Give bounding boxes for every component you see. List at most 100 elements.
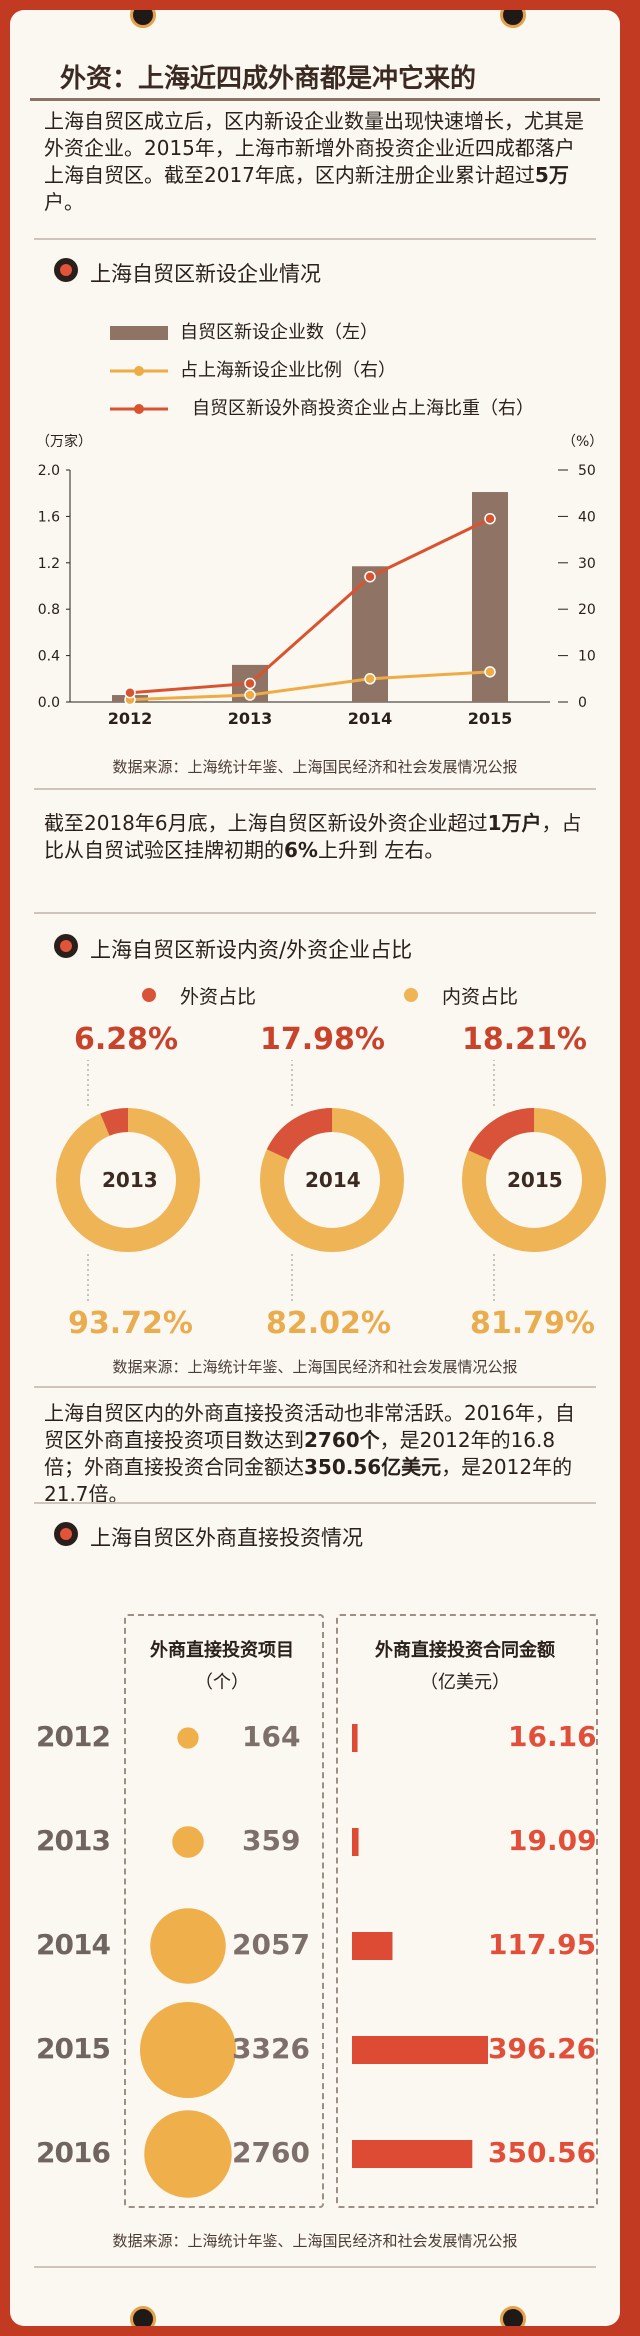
para3-b: 2760个 <box>304 1428 380 1452</box>
projects-value-2013: 359 <box>242 1824 301 1857</box>
binder-ring-top-right <box>500 10 526 28</box>
legend-swatch-bar <box>110 326 168 340</box>
divider <box>34 788 596 790</box>
para2-text: 截至2018年6月底，上海自贸区新设外资企业超过 <box>44 811 488 835</box>
intro-tail: 户。 <box>44 190 84 214</box>
pie-label-domestic-2015: 81.79% <box>470 1306 595 1341</box>
bullet-icon <box>54 934 78 958</box>
para2-tail: 上升到 左右。 <box>317 838 445 862</box>
legend-item-bar: 自贸区新设企业数（左） <box>110 318 378 344</box>
infographic-card: 外资：上海近四成外商都是冲它来的 上海自贸区成立后，区内新设企业数量出现快速增长… <box>10 10 620 2326</box>
line-point-2-2014 <box>364 570 376 583</box>
donut-foreign-2013 <box>56 1108 200 1252</box>
binder-ring-top-left <box>130 10 156 28</box>
source-note: 数据来源：上海统计年鉴、上海国民经济和社会发展情况公报 <box>112 2232 518 2250</box>
divider <box>34 238 596 240</box>
amount-bar-2015 <box>352 2036 488 2064</box>
divider <box>34 1502 596 1504</box>
amount-value-2014: 117.95 <box>488 1928 597 1961</box>
right-tick-label: 0 <box>578 695 587 711</box>
projects-value-2015: 3326 <box>232 2032 310 2065</box>
pie-label-domestic-2013: 93.72% <box>68 1306 193 1341</box>
row-year-2016: 2016 <box>36 2136 111 2169</box>
legend-item-line2: 自贸区新设外商投资企业占上海比重（右） <box>110 394 534 420</box>
para2-bold1: 1万户 <box>487 811 542 835</box>
amount-column <box>336 1614 598 2208</box>
binder-ring-bottom-left <box>130 2306 156 2326</box>
line-point-1-2015 <box>484 666 496 678</box>
line-point-1-2013 <box>244 689 256 701</box>
legend-dot-domestic <box>404 988 418 1002</box>
amount-bar-2012 <box>352 1724 358 1752</box>
projects-bubble-2015 <box>140 2002 236 2098</box>
amount-bar-2016 <box>352 2140 473 2168</box>
projects-column <box>124 1614 324 2208</box>
pie-label-foreign-2014: 17.98% <box>260 1022 385 1057</box>
line-point-2-2012 <box>124 686 136 699</box>
fdi-chart <box>140 1724 488 2198</box>
amount-header: 外商直接投资合同金额 <box>375 1640 555 1661</box>
amount-value-2015: 396.26 <box>488 2032 597 2065</box>
x-tick-label: 2015 <box>468 709 513 728</box>
x-tick-label: 2014 <box>348 709 393 728</box>
donut-year-2014: 2014 <box>305 1168 361 1192</box>
legend-label-foreign: 外资占比 <box>180 986 257 1008</box>
row-year-2014: 2014 <box>36 1928 111 1961</box>
intro-bold: 5万 <box>534 163 569 187</box>
section-title: 上海自贸区外商直接投资情况 <box>90 1526 363 1550</box>
projects-bubble-2013 <box>172 1826 204 1858</box>
para3-a: 上海自贸区内的外商直接投资活动也非常活跃。2016年，自贸区外商直接投资项目数达… <box>44 1401 575 1452</box>
legend-label-domestic: 内资占比 <box>442 986 519 1008</box>
projects-value-2012: 164 <box>242 1720 301 1753</box>
combo-chart: （万家） （%） 0.0 0.4 0.8 1.2 1.6 2.0 0 10 20 30 40 50 2012… <box>36 433 603 728</box>
projects-header: 外商直接投资项目 <box>150 1640 294 1661</box>
pie-label-foreign-2015: 18.21% <box>462 1022 587 1057</box>
line-series-1 <box>129 670 491 702</box>
para3-d: 350.56亿美元 <box>304 1455 442 1479</box>
right-tick-label: 10 <box>578 649 596 665</box>
right-tick-label: 40 <box>578 509 596 525</box>
intro-text: 上海自贸区成立后，区内新设企业数量出现快速增长，尤其是外资企业。2015年，上海… <box>44 109 584 187</box>
divider <box>34 912 596 914</box>
donut-year-2013: 2013 <box>102 1168 158 1192</box>
intro-paragraph: 上海自贸区成立后，区内新设企业数量出现快速增长，尤其是外资企业。2015年，上海… <box>44 108 584 216</box>
legend-dot-foreign <box>142 988 156 1002</box>
line-series-2 <box>129 517 491 695</box>
donut-chart <box>56 1060 606 1304</box>
binder-ring-bottom-right <box>500 2306 526 2326</box>
projects-value-2016: 2760 <box>232 2136 310 2169</box>
amount-bar-2014 <box>352 1932 393 1960</box>
para3-c: ，是2012年的16.8倍；外商直接投资合同金额达 <box>44 1428 556 1479</box>
paragraph-2: 截至2018年6月底，上海自贸区新设外资企业超过1万户，占比从自贸试验区挂牌初期… <box>44 810 584 864</box>
line-point-2-2015 <box>484 512 496 525</box>
para2-mid: ，占比从自贸试验区挂牌初期的 <box>44 811 582 862</box>
projects-value-2014: 2057 <box>232 1928 310 1961</box>
right-tick-label: 50 <box>578 463 596 479</box>
source-note: 数据来源：上海统计年鉴、上海国民经济和社会发展情况公报 <box>112 1358 518 1376</box>
section-title: 上海自贸区新设内资/外资企业占比 <box>90 938 413 962</box>
pie-label-foreign-2013: 6.28% <box>74 1022 179 1057</box>
right-tick-label: 20 <box>578 602 596 618</box>
divider <box>34 2266 596 2268</box>
amount-value-2012: 16.16 <box>508 1720 597 1753</box>
section-heading-3: 上海自贸区外商直接投资情况 <box>54 1514 590 1558</box>
para2-bold2: 6% <box>284 838 318 862</box>
row-year-2013: 2013 <box>36 1824 111 1857</box>
bullet-icon <box>54 258 78 282</box>
x-tick-label: 2013 <box>228 709 273 728</box>
left-tick-label: 0.0 <box>38 695 60 711</box>
page-title: 外资：上海近四成外商都是冲它来的 <box>60 64 477 94</box>
x-tick-label: 2012 <box>108 709 153 728</box>
legend-swatch-line1 <box>110 366 168 376</box>
left-tick-label: 2.0 <box>38 463 60 479</box>
legend-label: 自贸区新设外商投资企业占上海比重（右） <box>192 398 534 419</box>
line-point-1-2014 <box>364 673 376 685</box>
projects-bubble-2016 <box>144 2110 232 2198</box>
section-heading-2: 上海自贸区新设内资/外资企业占比 <box>54 926 590 970</box>
paragraph-3: 上海自贸区内的外商直接投资活动也非常活跃。2016年，自贸区外商直接投资项目数达… <box>44 1400 584 1508</box>
section-heading-1: 上海自贸区新设企业情况 <box>54 250 590 294</box>
projects-bubble-2014 <box>150 1908 226 1984</box>
source-note: 数据来源：上海统计年鉴、上海国民经济和社会发展情况公报 <box>112 758 518 776</box>
section-title: 上海自贸区新设企业情况 <box>90 262 321 286</box>
amount-value-2016: 350.56 <box>488 2136 597 2169</box>
